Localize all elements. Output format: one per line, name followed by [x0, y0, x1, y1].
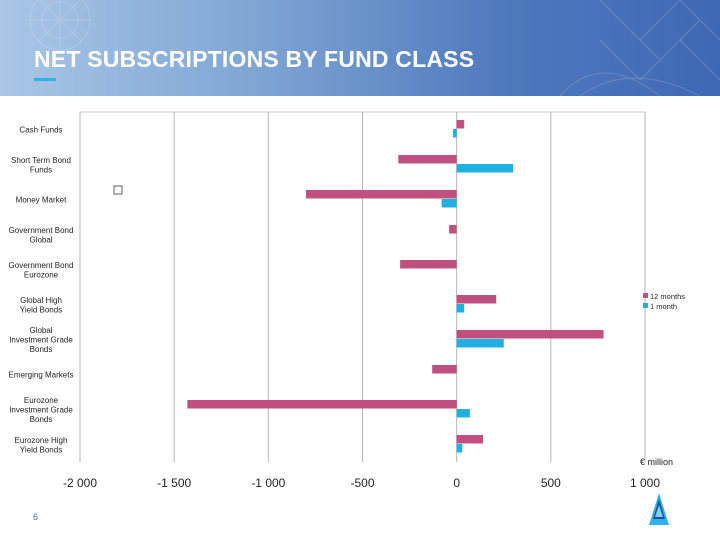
legend-swatch-12-months — [643, 293, 648, 298]
x-tick-label: 0 — [453, 476, 460, 490]
slide-header — [0, 0, 720, 96]
legend-swatch-1-month — [643, 303, 648, 308]
bar-emerging-markets-12-months — [432, 365, 457, 374]
bar-government-bond-eurozone-12-months — [400, 260, 457, 269]
legend-label-1-month: 1 month — [650, 302, 677, 311]
x-tick-label: -500 — [350, 476, 374, 490]
title-underline — [34, 78, 56, 81]
category-label-government-bond-eurozone: Government Bond Eurozone — [9, 261, 74, 280]
category-label-global-investment-grade-bonds: Global Investment Grade Bonds — [9, 326, 73, 354]
bar-money-market-12-months — [306, 190, 457, 199]
bar-global-investment-grade-bonds-1-month — [456, 339, 504, 348]
x-tick-label: 500 — [541, 476, 561, 490]
fund-subscriptions-chart: Cash Funds Short Term Bond Funds Money Mark… — [9, 111, 685, 490]
bar-cash-funds-12-months — [456, 120, 465, 129]
category-label-short-term-bond-funds: Short Term Bond Funds — [11, 156, 71, 175]
bar-eurozone-investment-grade-bonds-12-months — [187, 400, 457, 409]
bar-global-high-yield-bonds-1-month — [456, 304, 465, 313]
category-label-global-high-yield-bonds: Global High Yield Bonds — [20, 296, 62, 315]
x-tick-label: -2 000 — [63, 476, 97, 490]
x-tick-label: -1 000 — [251, 476, 285, 490]
page-number: 6 — [33, 512, 39, 522]
category-label-cash-funds: Cash Funds — [19, 126, 62, 135]
company-logo-icon — [649, 493, 669, 525]
gridlines — [79, 111, 646, 462]
bar-global-investment-grade-bonds-12-months — [456, 330, 604, 339]
legend: 12 months 1 month — [643, 292, 685, 311]
bar-cash-funds-1-month — [452, 129, 457, 138]
bar-money-market-1-month — [441, 199, 457, 208]
bar-eurozone-investment-grade-bonds-1-month — [456, 409, 470, 418]
x-tick-label: 1 000 — [630, 476, 660, 490]
bar-short-term-bond-funds-1-month — [456, 164, 514, 173]
x-axis-tick-labels: -2 000 -1 500 -1 000 -500 0 500 1 000 — [63, 476, 660, 490]
category-label-emerging-markets: Emerging Markets — [9, 371, 74, 380]
bar-short-term-bond-funds-12-months — [398, 155, 457, 164]
category-label-government-bond-global: Government Bond Global — [9, 226, 74, 245]
bar-government-bond-global-12-months — [449, 225, 457, 234]
x-tick-label: -1 500 — [157, 476, 191, 490]
category-label-eurozone-high-yield-bonds: Eurozone High Yield Bonds — [15, 436, 68, 455]
bar-global-high-yield-bonds-12-months — [456, 295, 497, 304]
marker-square — [113, 185, 123, 195]
header-decoration — [29, 0, 720, 96]
category-label-money-market: Money Market — [16, 196, 67, 205]
unit-label: € million — [640, 457, 673, 467]
bar-eurozone-high-yield-bonds-1-month — [456, 444, 463, 453]
legend-label-12-months: 12 months — [650, 292, 685, 301]
bars — [187, 120, 604, 453]
category-label-eurozone-investment-grade-bonds: Eurozone Investment Grade Bonds — [9, 396, 73, 424]
slide-title: NET SUBSCRIPTIONS BY FUND CLASS — [34, 46, 475, 72]
bar-eurozone-high-yield-bonds-12-months — [456, 435, 484, 444]
category-labels: Cash Funds Short Term Bond Funds Money Mark… — [9, 126, 74, 455]
